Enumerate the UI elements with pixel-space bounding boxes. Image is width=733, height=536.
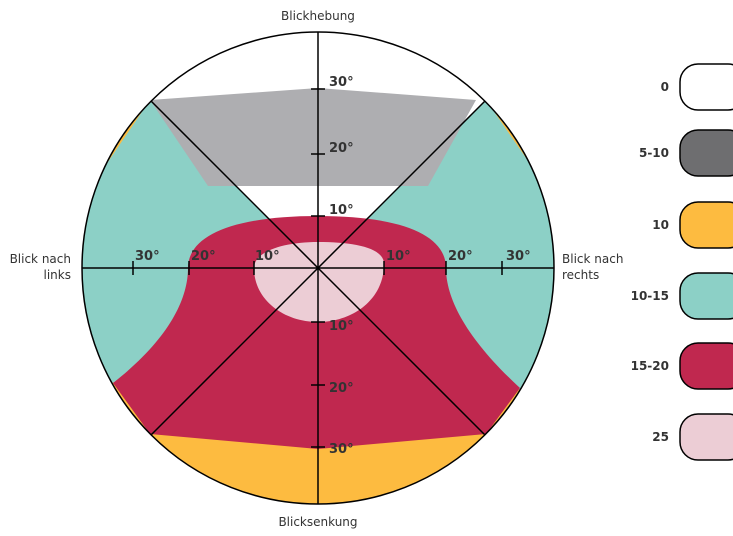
direction-down-label: Blicksenkung bbox=[278, 515, 357, 529]
axes bbox=[82, 32, 554, 504]
direction-up-label: Blickhebung bbox=[281, 9, 355, 23]
tick-label-right-30: 30° bbox=[506, 249, 531, 264]
direction-right-label-line1: Blick nach bbox=[562, 252, 623, 266]
legend-label: 25 bbox=[652, 430, 669, 444]
tick-label-left-10: 10° bbox=[255, 249, 280, 264]
zone-middle bbox=[113, 216, 520, 449]
legend-label: 10-15 bbox=[631, 289, 669, 303]
zone-upper bbox=[150, 88, 476, 186]
legend-swatch bbox=[679, 129, 733, 177]
legend-label: 5-10 bbox=[639, 146, 669, 160]
tick-label-right-20: 20° bbox=[448, 249, 473, 264]
direction-left-label-line2: links bbox=[44, 268, 71, 282]
tick-marks bbox=[132, 88, 503, 448]
direction-left-label-line1: Blick nach bbox=[10, 252, 71, 266]
tick-label-down-20: 20° bbox=[329, 381, 354, 396]
legend-swatch bbox=[679, 272, 733, 320]
legend-label: 10 bbox=[652, 218, 669, 232]
tick-label-right-10: 10° bbox=[386, 249, 411, 264]
tick-label-down-10: 10° bbox=[329, 319, 354, 334]
legend: 0 5-10 10 10-15 15-20 25 bbox=[631, 63, 733, 461]
legend-swatch bbox=[679, 201, 733, 249]
legend-swatch bbox=[679, 342, 733, 390]
tick-label-up-30: 30° bbox=[329, 75, 354, 90]
tick-label-down-30: 30° bbox=[329, 442, 354, 457]
legend-swatch bbox=[679, 413, 733, 461]
legend-swatch bbox=[679, 63, 733, 111]
legend-label: 0 bbox=[661, 80, 669, 94]
tick-label-up-10: 10° bbox=[329, 203, 354, 218]
tick-label-up-20: 20° bbox=[329, 141, 354, 156]
tick-label-left-20: 20° bbox=[191, 249, 216, 264]
direction-right-label-line2: rechts bbox=[562, 268, 599, 282]
tick-label-left-30: 30° bbox=[135, 249, 160, 264]
legend-label: 15-20 bbox=[631, 359, 669, 373]
